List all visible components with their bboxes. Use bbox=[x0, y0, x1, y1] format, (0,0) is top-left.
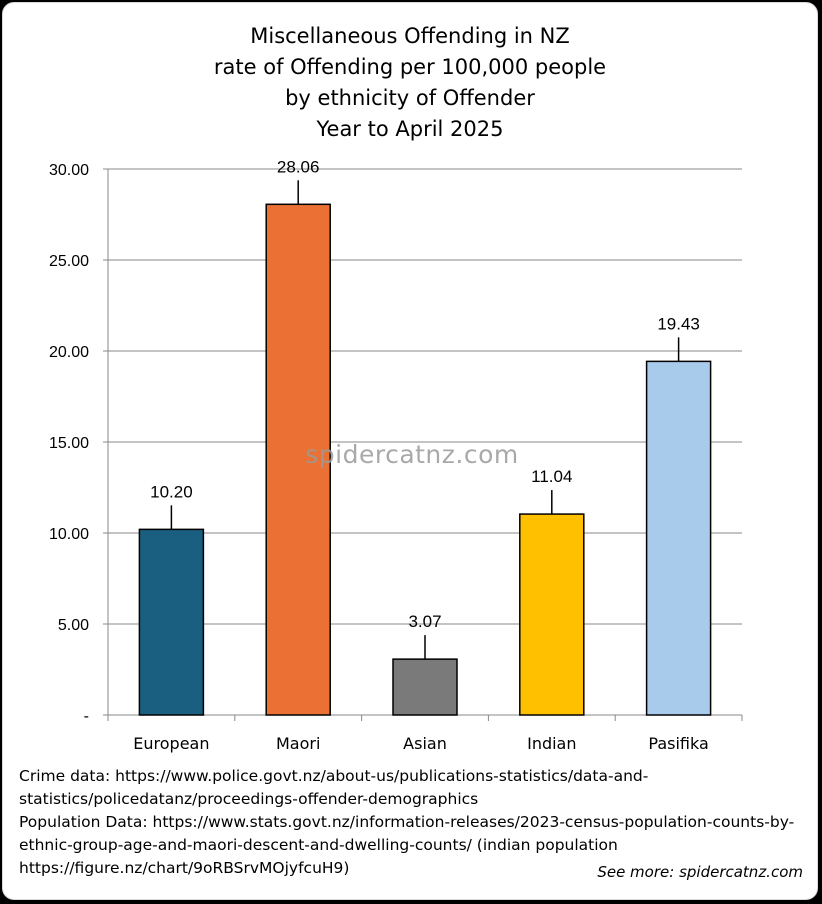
data-label: 10.20 bbox=[150, 482, 193, 501]
footnote-line: ethnic-group-age-and-maori-descent-and-d… bbox=[19, 836, 618, 854]
footnote-line: https://figure.nz/chart/9oRBSrvMOjyfcuH9… bbox=[19, 859, 350, 877]
bar-maori bbox=[265, 203, 331, 716]
title-line-4: Year to April 2025 bbox=[316, 117, 504, 141]
x-tick-label: Indian bbox=[527, 734, 576, 753]
x-tick-label: Asian bbox=[403, 734, 447, 753]
x-tick-label: Pasifika bbox=[648, 734, 708, 753]
y-tick-label: 25.00 bbox=[49, 253, 89, 270]
x-tick-label: European bbox=[133, 734, 209, 753]
footnote-line: Crime data: https://www.police.govt.nz/a… bbox=[19, 767, 649, 785]
data-label: 28.06 bbox=[277, 157, 320, 176]
bar-asian bbox=[392, 658, 458, 716]
title-line-3: by ethnicity of Offender bbox=[285, 86, 535, 110]
bar-pasifika bbox=[645, 360, 712, 716]
data-label: 19.43 bbox=[657, 314, 700, 333]
watermark-text: spidercatnz.com bbox=[305, 440, 519, 469]
y-tick-label: 30.00 bbox=[49, 162, 89, 179]
y-tick-label: 20.00 bbox=[49, 344, 89, 361]
y-tick-label: 10.00 bbox=[49, 526, 89, 543]
y-tick-label: 15.00 bbox=[49, 435, 89, 452]
title-line-1: Miscellaneous Offending in NZ bbox=[250, 24, 570, 48]
see-more-link[interactable]: See more: spidercatnz.com bbox=[597, 863, 803, 881]
data-label: 3.07 bbox=[408, 612, 441, 631]
footnote-line: statistics/policedatanz/proceedings-offe… bbox=[19, 790, 479, 808]
title-line-2: rate of Offending per 100,000 people bbox=[213, 55, 607, 79]
footnote-line: Population Data: https://www.stats.govt.… bbox=[19, 813, 795, 831]
y-tick-label: 5.00 bbox=[58, 617, 89, 634]
bar-chart: - 5.00 10.00 15.00 20.00 25.00 30.00 10.20 Europ… bbox=[49, 157, 743, 753]
y-tick-label: - bbox=[84, 708, 89, 725]
data-label: 11.04 bbox=[531, 467, 572, 486]
bar-european bbox=[138, 528, 205, 716]
source-notes: Crime data: https://www.police.govt.nz/a… bbox=[19, 765, 809, 880]
x-tick-label: Maori bbox=[276, 734, 320, 753]
bar-indian bbox=[519, 513, 585, 716]
chart-title: Miscellaneous Offending in NZ rate of Of… bbox=[3, 21, 817, 145]
